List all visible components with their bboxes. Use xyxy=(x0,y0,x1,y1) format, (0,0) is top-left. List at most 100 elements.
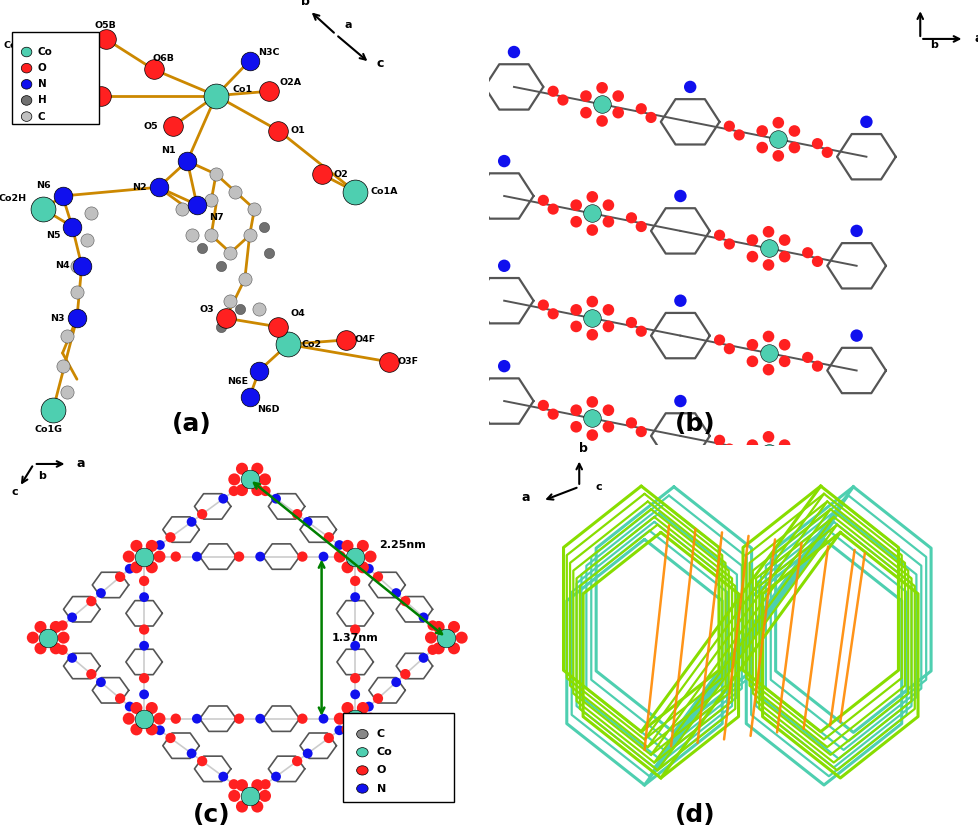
Point xyxy=(227,185,243,198)
Point xyxy=(69,285,85,299)
Point xyxy=(422,631,438,644)
Point xyxy=(397,595,413,608)
Point xyxy=(600,404,615,417)
Point xyxy=(152,723,167,737)
Point xyxy=(623,416,639,430)
Point xyxy=(339,560,355,574)
Point xyxy=(249,483,265,497)
Text: 2.25nm: 2.25nm xyxy=(378,540,425,550)
Text: O: O xyxy=(37,63,46,73)
Point xyxy=(152,539,167,552)
Point xyxy=(424,619,440,633)
Point xyxy=(600,303,615,316)
Point xyxy=(347,688,363,701)
Point xyxy=(776,439,791,452)
Point xyxy=(313,168,329,181)
Point xyxy=(184,515,200,529)
Point xyxy=(672,294,688,307)
Point xyxy=(754,141,770,154)
Point xyxy=(584,206,600,220)
Point xyxy=(347,550,363,563)
Point xyxy=(416,651,431,664)
Point xyxy=(257,778,273,791)
Point xyxy=(136,623,152,636)
Point xyxy=(535,399,551,412)
Point xyxy=(208,168,224,181)
Point xyxy=(249,462,265,476)
Point xyxy=(315,550,331,563)
Circle shape xyxy=(356,748,368,757)
Point xyxy=(809,255,824,268)
Point xyxy=(242,54,257,67)
Point xyxy=(438,631,454,644)
Point xyxy=(584,311,600,325)
Point xyxy=(194,242,209,255)
Point xyxy=(568,303,584,316)
Point xyxy=(633,102,648,116)
Point xyxy=(237,272,252,285)
Point xyxy=(289,508,305,521)
Point xyxy=(623,315,639,329)
Point xyxy=(600,320,615,333)
Point xyxy=(146,63,161,76)
Point xyxy=(112,571,128,584)
Point xyxy=(251,303,267,316)
Text: (c): (c) xyxy=(193,803,230,826)
Text: Co2H: Co2H xyxy=(0,194,26,203)
Point xyxy=(121,700,137,713)
Point xyxy=(128,722,144,736)
Point xyxy=(430,620,446,633)
Point xyxy=(32,642,48,655)
Point xyxy=(257,484,273,498)
Point xyxy=(232,303,247,316)
Point xyxy=(754,124,770,138)
Point xyxy=(252,550,268,563)
Point xyxy=(711,228,727,242)
Point xyxy=(578,106,594,119)
Point xyxy=(251,364,267,378)
Point xyxy=(672,394,688,408)
Point xyxy=(184,228,200,242)
Point xyxy=(55,359,70,373)
Point xyxy=(83,206,99,220)
Point xyxy=(347,591,363,604)
Point xyxy=(257,789,273,803)
Text: N: N xyxy=(377,784,385,794)
Point xyxy=(189,712,204,726)
Point xyxy=(40,631,56,644)
Point xyxy=(268,492,284,505)
Point xyxy=(332,550,347,563)
Point xyxy=(162,732,178,745)
Text: N4: N4 xyxy=(55,261,69,270)
Point xyxy=(584,294,600,308)
Text: O4: O4 xyxy=(289,310,305,318)
Point xyxy=(370,571,385,584)
Point xyxy=(446,620,462,633)
Point xyxy=(594,97,609,111)
Point xyxy=(355,722,371,736)
Point xyxy=(744,439,760,452)
Point xyxy=(249,800,265,813)
Point xyxy=(261,85,277,98)
Point xyxy=(242,228,257,242)
Point xyxy=(215,770,231,784)
Point xyxy=(594,81,609,95)
Point xyxy=(231,712,246,726)
Point xyxy=(165,119,181,133)
Point xyxy=(189,550,204,563)
Point xyxy=(60,386,75,399)
Text: N7: N7 xyxy=(208,213,223,222)
Point xyxy=(246,202,262,216)
Circle shape xyxy=(356,766,368,775)
Point xyxy=(496,359,511,373)
Text: O2A: O2A xyxy=(279,78,301,87)
Point xyxy=(584,190,600,204)
Point xyxy=(584,429,600,442)
Text: Co: Co xyxy=(377,748,392,758)
Point xyxy=(194,754,209,768)
Point xyxy=(355,701,371,715)
Point xyxy=(446,642,462,655)
Text: (a): (a) xyxy=(172,412,212,436)
Point xyxy=(355,539,371,553)
Point xyxy=(168,550,184,563)
